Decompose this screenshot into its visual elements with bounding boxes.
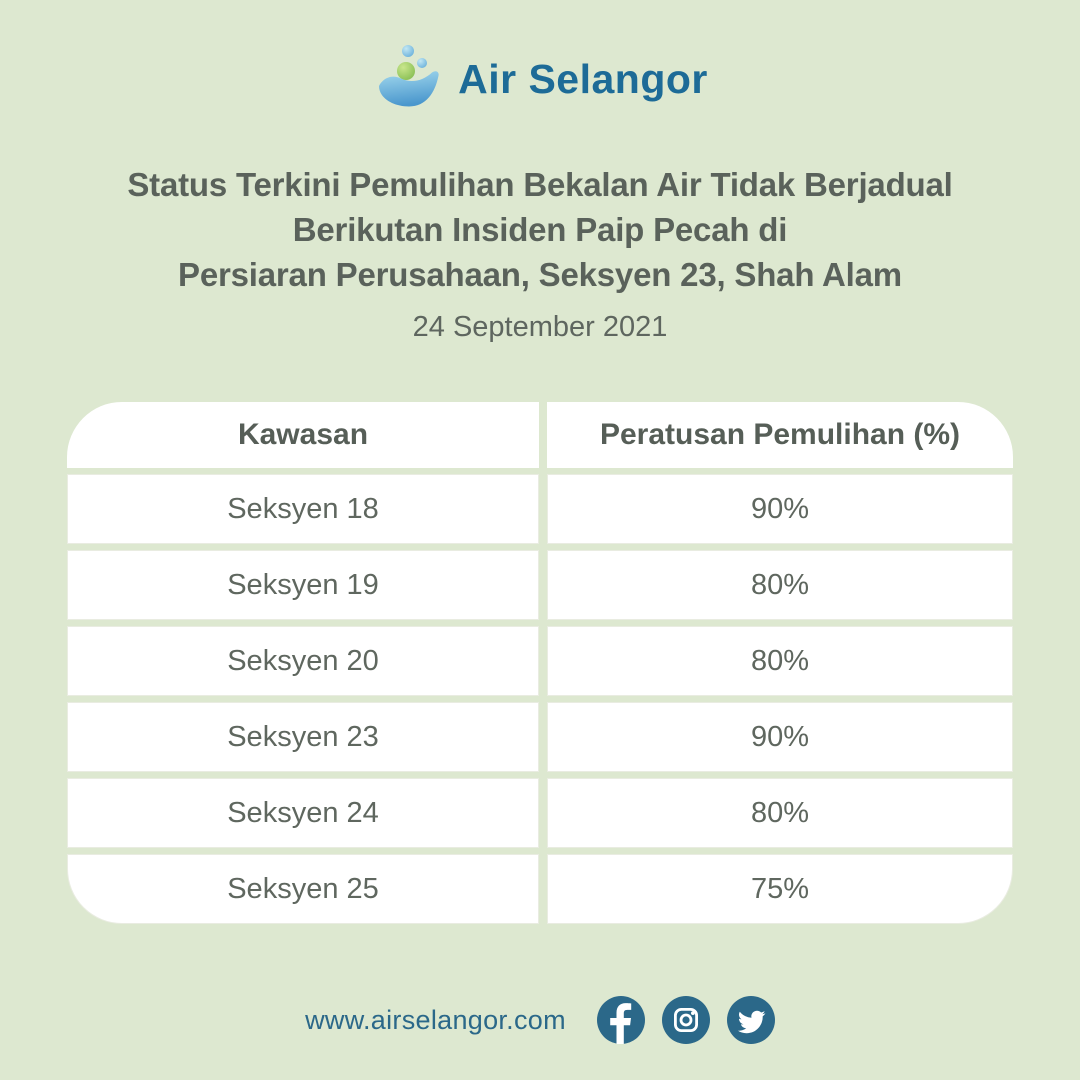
brand-name: Air Selangor [458, 55, 708, 102]
footer: www.airselangor.com [305, 996, 775, 1044]
cell-peratusan: 90% [547, 702, 1013, 772]
title-line-3: Persiaran Perusahaan, Seksyen 23, Shah A… [178, 256, 902, 293]
title-line-2: Berikutan Insiden Paip Pecah di [292, 211, 788, 248]
cell-kawasan: Seksyen 25 [67, 854, 539, 924]
cell-peratusan: 80% [547, 550, 1013, 620]
brand-logo: Air Selangor [372, 42, 708, 116]
table-row: Seksyen 20 80% [67, 626, 1013, 696]
website-link[interactable]: www.airselangor.com [305, 1004, 566, 1035]
table-row: Seksyen 25 75% [67, 854, 1013, 924]
table-row: Seksyen 24 80% [67, 778, 1013, 848]
instagram-icon[interactable] [661, 996, 710, 1044]
water-drop-logo-icon [372, 40, 446, 119]
table-row: Seksyen 18 90% [67, 474, 1013, 544]
column-header-kawasan: Kawasan [67, 402, 539, 468]
cell-peratusan: 75% [547, 854, 1013, 924]
recovery-table: Kawasan Peratusan Pemulihan (%) Seksyen … [67, 402, 1013, 924]
cell-kawasan: Seksyen 23 [67, 702, 539, 772]
facebook-icon[interactable] [596, 996, 645, 1044]
cell-kawasan: Seksyen 24 [67, 778, 539, 848]
date-label: 24 September 2021 [412, 311, 668, 343]
cell-peratusan: 80% [547, 626, 1013, 696]
cell-kawasan: Seksyen 18 [67, 474, 539, 544]
cell-kawasan: Seksyen 20 [67, 626, 539, 696]
title-line-1: Status Terkini Pemulihan Bekalan Air Tid… [127, 166, 953, 203]
cell-peratusan: 80% [547, 778, 1013, 848]
cell-peratusan: 90% [547, 474, 1013, 544]
page-title: Status Terkini Pemulihan Bekalan Air Tid… [127, 162, 952, 297]
table-header-row: Kawasan Peratusan Pemulihan (%) [67, 402, 1013, 468]
twitter-icon[interactable] [726, 996, 775, 1044]
column-header-peratusan: Peratusan Pemulihan (%) [547, 402, 1013, 468]
cell-kawasan: Seksyen 19 [67, 550, 539, 620]
table-row: Seksyen 23 90% [67, 702, 1013, 772]
table-row: Seksyen 19 80% [67, 550, 1013, 620]
